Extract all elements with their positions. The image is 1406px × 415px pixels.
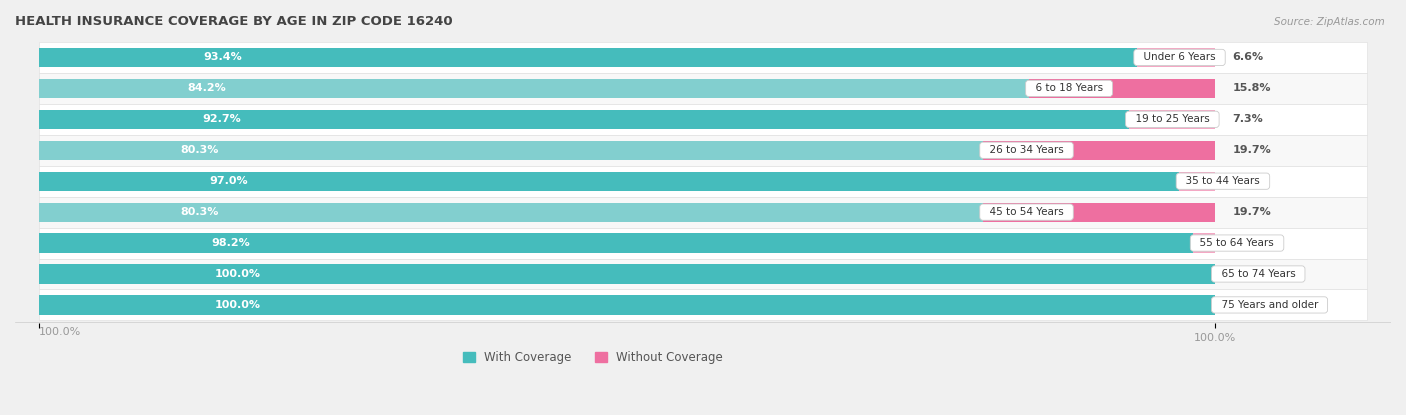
FancyBboxPatch shape <box>38 259 1368 289</box>
Text: Source: ZipAtlas.com: Source: ZipAtlas.com <box>1274 17 1385 27</box>
FancyBboxPatch shape <box>38 227 1368 259</box>
Text: 80.3%: 80.3% <box>180 207 218 217</box>
Bar <box>1180 171 1215 191</box>
Text: 55 to 64 Years: 55 to 64 Years <box>1194 238 1281 248</box>
Text: 35 to 44 Years: 35 to 44 Years <box>1180 176 1267 186</box>
Text: 65 to 74 Years: 65 to 74 Years <box>1215 269 1302 279</box>
Text: 98.2%: 98.2% <box>212 238 250 248</box>
Text: 19.7%: 19.7% <box>1232 145 1271 155</box>
Bar <box>38 295 1215 315</box>
Bar <box>38 141 983 160</box>
Text: 75 Years and older: 75 Years and older <box>1215 300 1324 310</box>
Bar <box>1137 48 1215 67</box>
Text: 100.0%: 100.0% <box>38 327 80 337</box>
Text: Under 6 Years: Under 6 Years <box>1137 52 1222 62</box>
Text: HEALTH INSURANCE COVERAGE BY AGE IN ZIP CODE 16240: HEALTH INSURANCE COVERAGE BY AGE IN ZIP … <box>15 15 453 28</box>
FancyBboxPatch shape <box>38 42 1368 73</box>
Text: 19.7%: 19.7% <box>1232 207 1271 217</box>
Text: 84.2%: 84.2% <box>187 83 226 93</box>
Bar <box>38 203 983 222</box>
Bar <box>983 141 1215 160</box>
Text: 6.6%: 6.6% <box>1232 52 1264 62</box>
FancyBboxPatch shape <box>38 104 1368 135</box>
Text: 97.0%: 97.0% <box>209 176 249 186</box>
FancyBboxPatch shape <box>38 197 1368 227</box>
Bar <box>1129 110 1215 129</box>
Text: 26 to 34 Years: 26 to 34 Years <box>983 145 1070 155</box>
Text: 0.0%: 0.0% <box>1232 300 1263 310</box>
FancyBboxPatch shape <box>38 166 1368 197</box>
Text: 92.7%: 92.7% <box>202 114 240 124</box>
Text: 80.3%: 80.3% <box>180 145 218 155</box>
Text: 0.0%: 0.0% <box>1232 269 1263 279</box>
Text: 3.0%: 3.0% <box>1232 176 1263 186</box>
Text: 6 to 18 Years: 6 to 18 Years <box>1029 83 1109 93</box>
Text: 45 to 54 Years: 45 to 54 Years <box>983 207 1070 217</box>
Text: 7.3%: 7.3% <box>1232 114 1263 124</box>
Text: 93.4%: 93.4% <box>204 52 242 62</box>
Bar <box>1194 234 1215 253</box>
Bar <box>38 171 1180 191</box>
FancyBboxPatch shape <box>38 289 1368 320</box>
Text: 100.0%: 100.0% <box>215 269 262 279</box>
Bar <box>983 203 1215 222</box>
Bar <box>38 79 1029 98</box>
Text: 19 to 25 Years: 19 to 25 Years <box>1129 114 1216 124</box>
Bar <box>38 234 1194 253</box>
FancyBboxPatch shape <box>38 135 1368 166</box>
Text: 1.8%: 1.8% <box>1232 238 1263 248</box>
Text: 100.0%: 100.0% <box>215 300 262 310</box>
Text: 15.8%: 15.8% <box>1232 83 1271 93</box>
Bar <box>38 264 1215 283</box>
Legend: With Coverage, Without Coverage: With Coverage, Without Coverage <box>458 347 728 369</box>
Bar <box>1029 79 1215 98</box>
Bar <box>38 48 1137 67</box>
Bar <box>38 110 1129 129</box>
FancyBboxPatch shape <box>38 73 1368 104</box>
